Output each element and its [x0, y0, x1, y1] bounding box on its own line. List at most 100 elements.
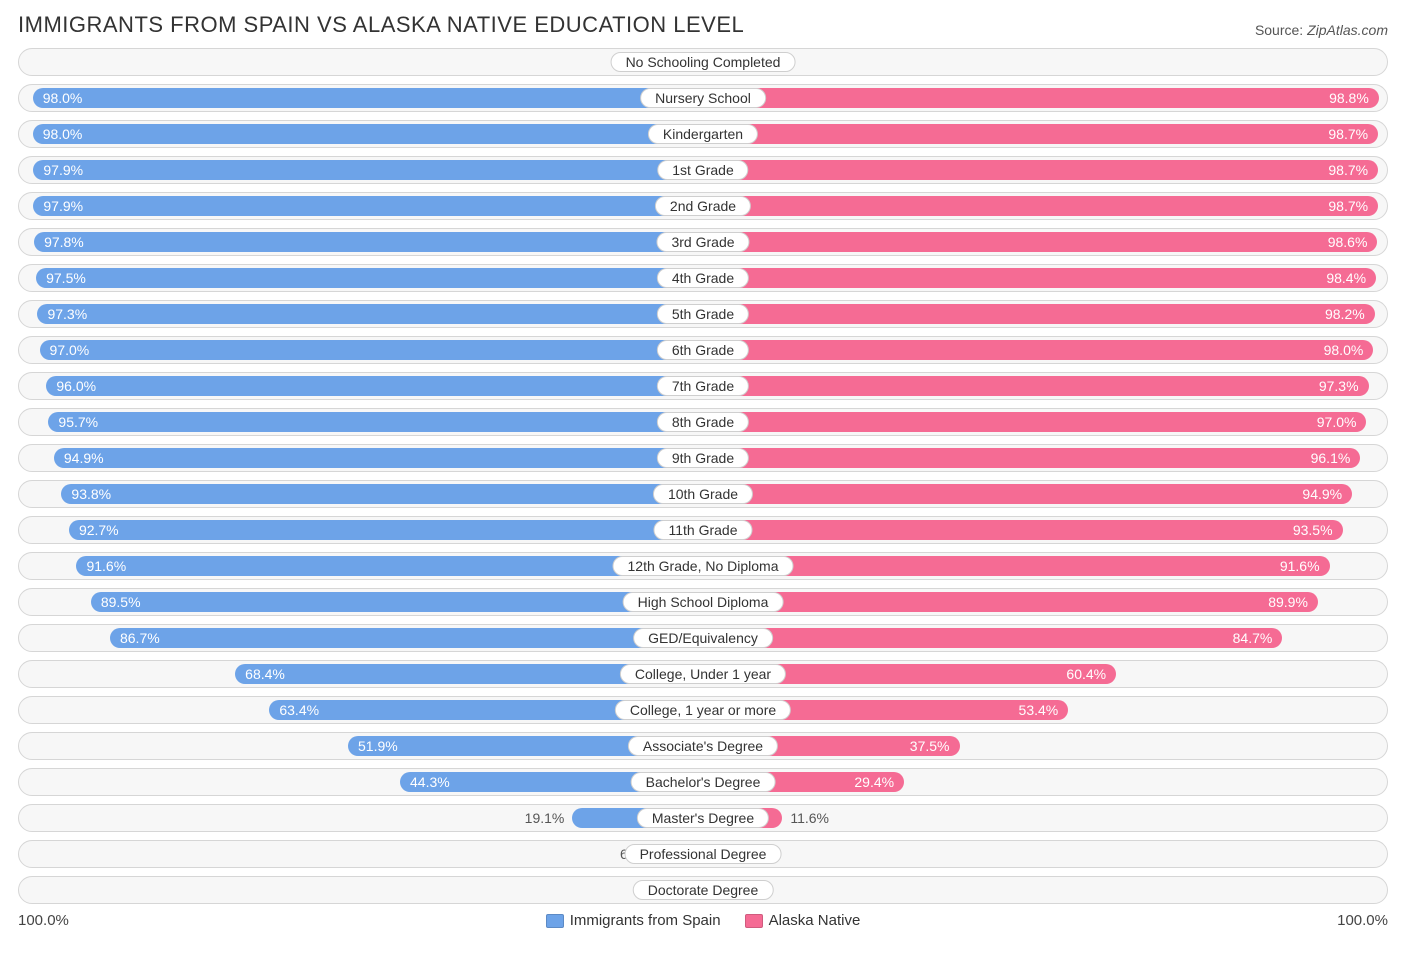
legend-label-left: Immigrants from Spain [570, 912, 721, 929]
category-label: College, Under 1 year [620, 664, 786, 684]
value-label-left: 51.9% [358, 738, 398, 754]
bar-left [33, 160, 703, 180]
value-label-right: 98.6% [1328, 234, 1368, 250]
bar-right [703, 232, 1377, 252]
chart-row: 86.7%84.7%GED/Equivalency [18, 624, 1388, 652]
value-label-left: 97.5% [46, 270, 86, 286]
bar-left [46, 376, 703, 396]
category-label: Doctorate Degree [633, 880, 774, 900]
chart-row: 63.4%53.4%College, 1 year or more [18, 696, 1388, 724]
category-label: Nursery School [640, 88, 766, 108]
value-label-left: 19.1% [525, 810, 565, 826]
category-label: 12th Grade, No Diploma [613, 556, 794, 576]
category-label: 3rd Grade [656, 232, 749, 252]
legend: Immigrants from Spain Alaska Native [546, 912, 861, 929]
legend-item-right: Alaska Native [745, 912, 861, 929]
chart-footer: 100.0% Immigrants from Spain Alaska Nati… [18, 912, 1388, 929]
chart-row: 97.8% 98.6% 3rd Grade [18, 228, 1388, 256]
category-label: GED/Equivalency [633, 628, 773, 648]
value-label-right: 98.7% [1328, 126, 1368, 142]
value-label-left: 97.8% [44, 234, 84, 250]
bar-right [703, 592, 1318, 612]
value-label-left: 95.7% [58, 414, 98, 430]
bar-right [703, 160, 1378, 180]
source-name: ZipAtlas.com [1307, 22, 1388, 38]
bar-right [703, 124, 1378, 144]
bar-right [703, 268, 1376, 288]
value-label-right: 94.9% [1302, 486, 1342, 502]
value-label-right: 98.7% [1328, 162, 1368, 178]
chart-row: 91.6%91.6%12th Grade, No Diploma [18, 552, 1388, 580]
chart-row: 44.3%29.4%Bachelor's Degree [18, 768, 1388, 796]
chart-row: 95.7%97.0%8th Grade [18, 408, 1388, 436]
category-label: Master's Degree [637, 808, 769, 828]
value-label-left: 97.0% [50, 342, 90, 358]
value-label-right: 96.1% [1311, 450, 1351, 466]
bar-left [69, 520, 703, 540]
chart-row: 94.9%96.1%9th Grade [18, 444, 1388, 472]
bar-left [110, 628, 703, 648]
bar-left [91, 592, 703, 612]
value-label-left: 63.4% [279, 702, 319, 718]
chart-row: 68.4% 60.4% College, Under 1 year [18, 660, 1388, 688]
bar-left [61, 484, 703, 504]
value-label-left: 92.7% [79, 522, 119, 538]
category-label: 11th Grade [653, 520, 752, 540]
value-label-right: 29.4% [854, 774, 894, 790]
source-label: Source: [1255, 22, 1307, 38]
chart-row: 97.5% 98.4% 4th Grade [18, 264, 1388, 292]
chart-row: 98.0%98.8%Nursery School [18, 84, 1388, 112]
category-label: 8th Grade [657, 412, 749, 432]
chart-row: 97.9%98.7%2nd Grade [18, 192, 1388, 220]
value-label-right: 60.4% [1066, 666, 1106, 682]
value-label-left: 98.0% [43, 126, 83, 142]
value-label-right: 37.5% [910, 738, 950, 754]
chart-row: 97.9% 98.7% 1st Grade [18, 156, 1388, 184]
axis-label-left: 100.0% [18, 912, 69, 929]
axis-label-right: 100.0% [1337, 912, 1388, 929]
value-label-right: 98.4% [1326, 270, 1366, 286]
category-label: 9th Grade [657, 448, 749, 468]
value-label-left: 97.9% [43, 198, 83, 214]
bar-right [703, 88, 1379, 108]
category-label: Kindergarten [648, 124, 758, 144]
bar-left [34, 232, 703, 252]
chart-row: 97.3%98.2%5th Grade [18, 300, 1388, 328]
value-label-right: 91.6% [1280, 558, 1320, 574]
category-label: 2nd Grade [655, 196, 751, 216]
chart-row: 97.0% 98.0% 6th Grade [18, 336, 1388, 364]
bar-left [40, 340, 703, 360]
bar-left [48, 412, 703, 432]
bar-left [33, 196, 703, 216]
category-label: Associate's Degree [628, 736, 778, 756]
category-label: 6th Grade [657, 340, 749, 360]
value-label-right: 84.7% [1233, 630, 1273, 646]
value-label-left: 96.0% [56, 378, 96, 394]
category-label: High School Diploma [623, 592, 784, 612]
value-label-left: 68.4% [245, 666, 285, 682]
bar-left [36, 268, 703, 288]
value-label-left: 97.9% [43, 162, 83, 178]
chart-row: 2.6%1.4%Doctorate Degree [18, 876, 1388, 904]
chart-row: 93.8% 94.9% 10th Grade [18, 480, 1388, 508]
bar-right [703, 556, 1330, 576]
bar-right [703, 520, 1343, 540]
bar-right [703, 448, 1360, 468]
value-label-right: 53.4% [1019, 702, 1059, 718]
category-label: 4th Grade [657, 268, 749, 288]
bar-right [703, 376, 1369, 396]
value-label-left: 93.8% [71, 486, 111, 502]
category-label: Professional Degree [625, 844, 782, 864]
bar-right [703, 412, 1366, 432]
value-label-left: 89.5% [101, 594, 141, 610]
category-label: 1st Grade [657, 160, 748, 180]
value-label-right: 97.3% [1319, 378, 1359, 394]
chart-row: 98.0% 98.7% Kindergarten [18, 120, 1388, 148]
chart-row: 6.3%3.5%Professional Degree [18, 840, 1388, 868]
value-label-left: 44.3% [410, 774, 450, 790]
legend-swatch-left [546, 914, 564, 928]
value-label-right: 89.9% [1268, 594, 1308, 610]
category-label: 10th Grade [653, 484, 753, 504]
value-label-right: 98.0% [1324, 342, 1364, 358]
value-label-right: 11.6% [790, 810, 829, 826]
